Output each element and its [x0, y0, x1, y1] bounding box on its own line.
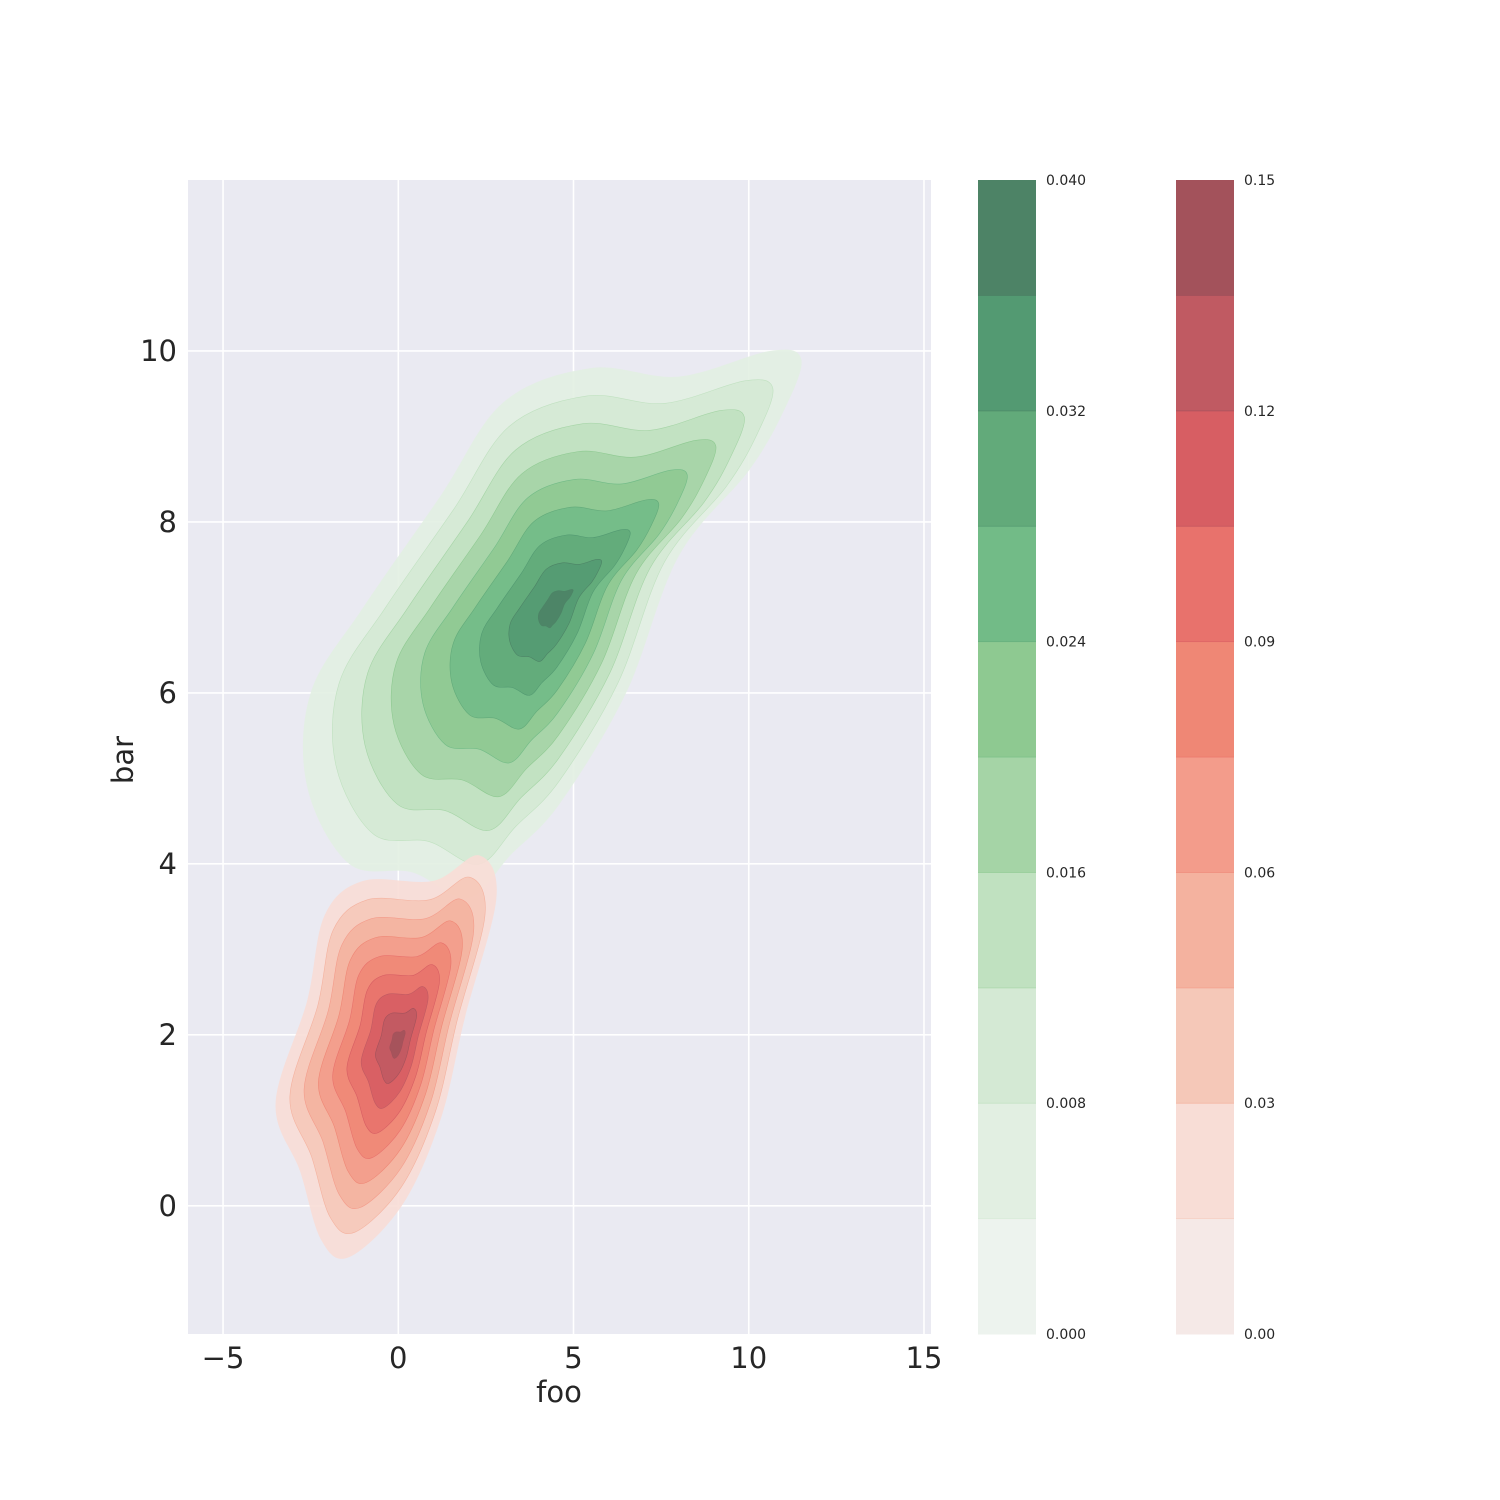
colorbar-tick-label: 0.008 — [1046, 1096, 1086, 1112]
y-tick-label: 0 — [159, 1189, 177, 1223]
x-tick-label: 10 — [730, 1341, 767, 1375]
colorbar-band — [1176, 872, 1234, 989]
colorbar-tick-label: 0.15 — [1244, 173, 1275, 189]
colorbar-band — [1176, 180, 1234, 296]
x-axis-ticks: −5 0 5 10 15 — [202, 1341, 943, 1375]
colorbar-band — [1176, 410, 1234, 527]
x-tick-label: 0 — [389, 1341, 407, 1375]
colorbar-tick-label: 0.09 — [1244, 635, 1275, 651]
contour-level — [537, 589, 574, 629]
colorbar-tick-label: 0.032 — [1046, 404, 1086, 420]
green-density — [302, 349, 802, 899]
colorbar-band — [978, 1218, 1036, 1335]
colorbar-band — [978, 295, 1036, 412]
colorbar-band — [1176, 526, 1234, 643]
x-tick-label: 5 — [564, 1341, 582, 1375]
colorbar-band — [1176, 757, 1234, 873]
y-tick-label: 2 — [159, 1018, 177, 1052]
colorbar-band — [1176, 1103, 1234, 1220]
colorbar-band — [978, 410, 1036, 527]
y-tick-label: 10 — [140, 334, 177, 368]
colorbar-tick-label: 0.000 — [1046, 1327, 1086, 1343]
colorbar-tick-label: 0.00 — [1244, 1327, 1275, 1343]
contour-level — [389, 1029, 406, 1059]
colorbar-band — [978, 180, 1036, 296]
colorbar-tick-label: 0.024 — [1046, 635, 1086, 651]
y-axis-label: bar — [106, 736, 140, 784]
red-density — [275, 855, 497, 1259]
colorbar-band — [978, 526, 1036, 643]
colorbar-band — [978, 641, 1036, 758]
y-tick-label: 8 — [159, 505, 177, 539]
colorbar-band — [978, 1103, 1036, 1220]
colorbar-tick-label: 0.06 — [1244, 865, 1275, 881]
colorbar-band — [1176, 295, 1234, 412]
colorbar-tick-label: 0.040 — [1046, 173, 1086, 189]
x-axis-label: foo — [536, 1375, 582, 1409]
colorbars: 0.0000.0080.0160.0240.0320.0400.000.030.… — [978, 173, 1275, 1343]
x-tick-label: −5 — [202, 1341, 245, 1375]
colorbar-band — [1176, 987, 1234, 1104]
green-colorbar: 0.000 0.008 0.016 0.024 0.032 0.040 — [978, 173, 1086, 1343]
red-colorbar: 0.00 0.03 0.06 0.09 0.12 0.15 — [1176, 173, 1275, 1343]
colorbar-tick-label: 0.12 — [1244, 404, 1275, 420]
y-tick-label: 4 — [159, 847, 177, 881]
colorbar-band — [1176, 641, 1234, 758]
x-tick-label: 15 — [906, 1341, 943, 1375]
colorbar-band — [1176, 1218, 1234, 1335]
colorbar-tick-label: 0.016 — [1046, 865, 1086, 881]
y-axis-ticks: 0 2 4 6 8 10 — [140, 334, 177, 1223]
colorbar-band — [978, 757, 1036, 873]
colorbar-band — [978, 987, 1036, 1104]
colorbar-tick-label: 0.03 — [1244, 1096, 1275, 1112]
y-tick-label: 6 — [159, 676, 177, 710]
colorbar-band — [978, 872, 1036, 989]
contour-layers — [275, 349, 802, 1259]
